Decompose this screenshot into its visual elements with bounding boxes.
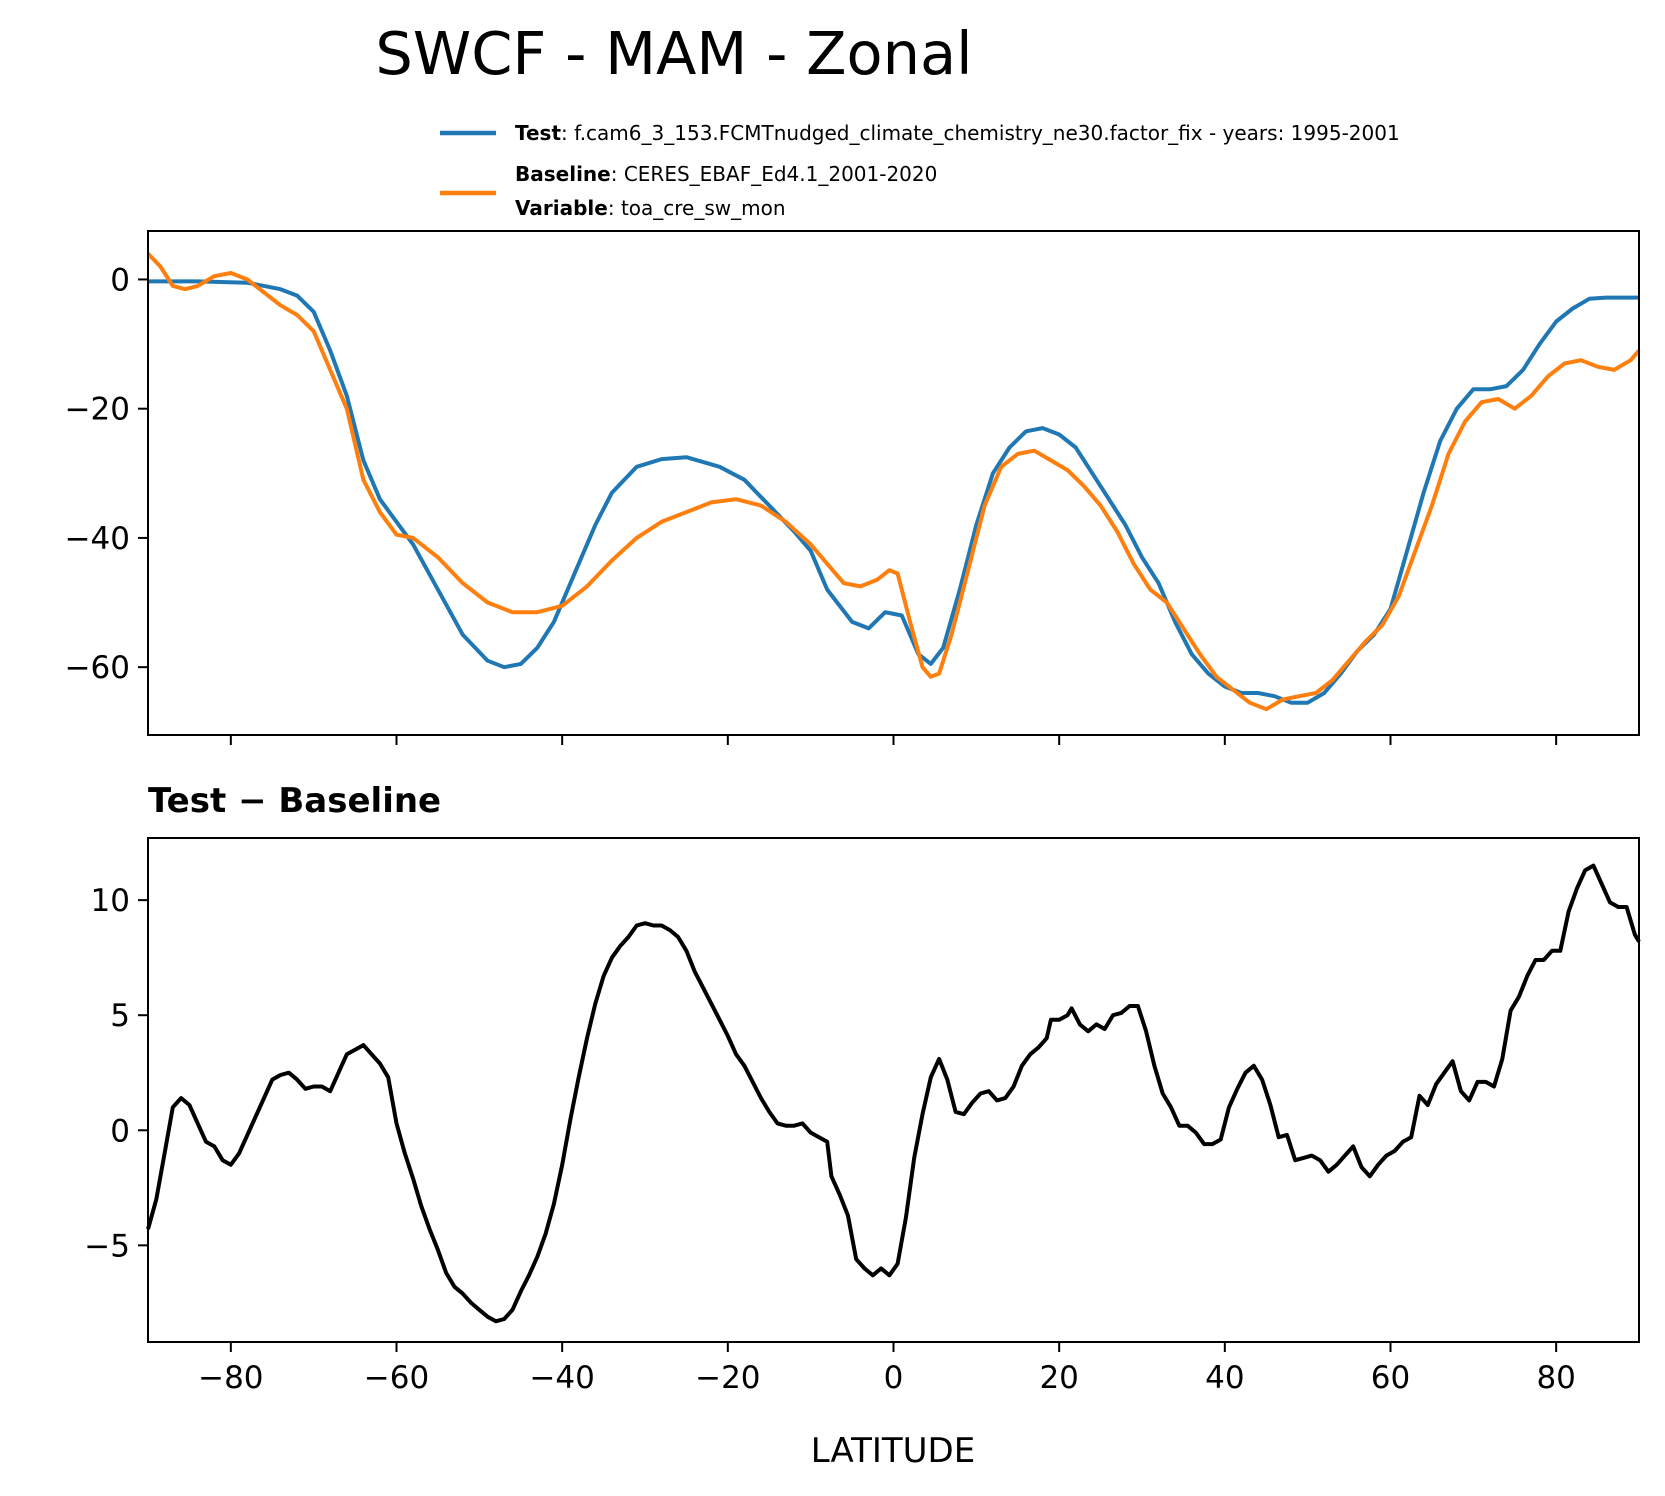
y-tick-label: 10 [91, 883, 130, 919]
bottom-x-ticks: −80 −60 −40 −20 0 20 40 60 80 [198, 1342, 1576, 1396]
top-axes-frame [147, 230, 1640, 736]
x-tick-label: −80 [198, 1360, 263, 1396]
figure-title: SWCF - MAM - Zonal [375, 19, 972, 88]
legend-test-text: Test: f.cam6_3_153.FCMTnudged_climate_ch… [515, 121, 1400, 145]
series-line-baseline [146, 252, 1641, 712]
y-tick-label: −60 [65, 650, 130, 686]
top-x-ticks [229, 735, 1558, 745]
legend-variable-key: Variable [515, 196, 608, 220]
y-tick-label: −20 [65, 392, 130, 428]
legend-baseline-key: Baseline [515, 162, 611, 186]
x-tick-label: 0 [884, 1360, 904, 1396]
legend-variable-text: Variable: toa_cre_sw_mon [515, 196, 786, 220]
x-tick-label: 80 [1536, 1360, 1575, 1396]
bottom-y-ticks: 10 5 0 −5 [84, 883, 148, 1264]
x-tick-label: −20 [695, 1360, 760, 1396]
legend: Test: f.cam6_3_153.FCMTnudged_climate_ch… [440, 121, 1400, 220]
top-panel: 0 −20 −40 −60 [65, 230, 1641, 745]
bottom-series-lines [146, 863, 1641, 1324]
legend-variable-value: : toa_cre_sw_mon [608, 196, 786, 220]
diff-panel-title: Test − Baseline [148, 781, 441, 821]
top-y-ticks: 0 −20 −40 −60 [65, 262, 148, 686]
y-tick-label: 5 [110, 998, 130, 1034]
y-tick-label: 0 [110, 262, 130, 298]
y-tick-label: −40 [65, 521, 130, 557]
y-tick-label: −5 [84, 1228, 130, 1264]
legend-test-value: : f.cam6_3_153.FCMTnudged_climate_chemis… [561, 121, 1400, 145]
bottom-axes-frame [147, 837, 1640, 1343]
x-tick-label: 20 [1039, 1360, 1078, 1396]
series-line-test-baseline [146, 863, 1641, 1324]
bottom-panel: 10 5 0 −5 −80 −60 −40 −20 0 20 40 60 80 [84, 837, 1641, 1396]
y-tick-label: 0 [110, 1113, 130, 1149]
x-tick-label: −40 [529, 1360, 594, 1396]
x-tick-label: 40 [1205, 1360, 1244, 1396]
legend-baseline-text: Baseline: CERES_EBAF_Ed4.1_2001-2020 [515, 162, 937, 186]
legend-test-key: Test [515, 121, 561, 145]
x-axis-label: LATITUDE [811, 1431, 975, 1471]
x-tick-label: 60 [1371, 1360, 1410, 1396]
x-tick-label: −60 [364, 1360, 429, 1396]
legend-baseline-value: : CERES_EBAF_Ed4.1_2001-2020 [611, 162, 938, 186]
top-series-lines [146, 252, 1641, 712]
series-line-test [148, 279, 1639, 705]
